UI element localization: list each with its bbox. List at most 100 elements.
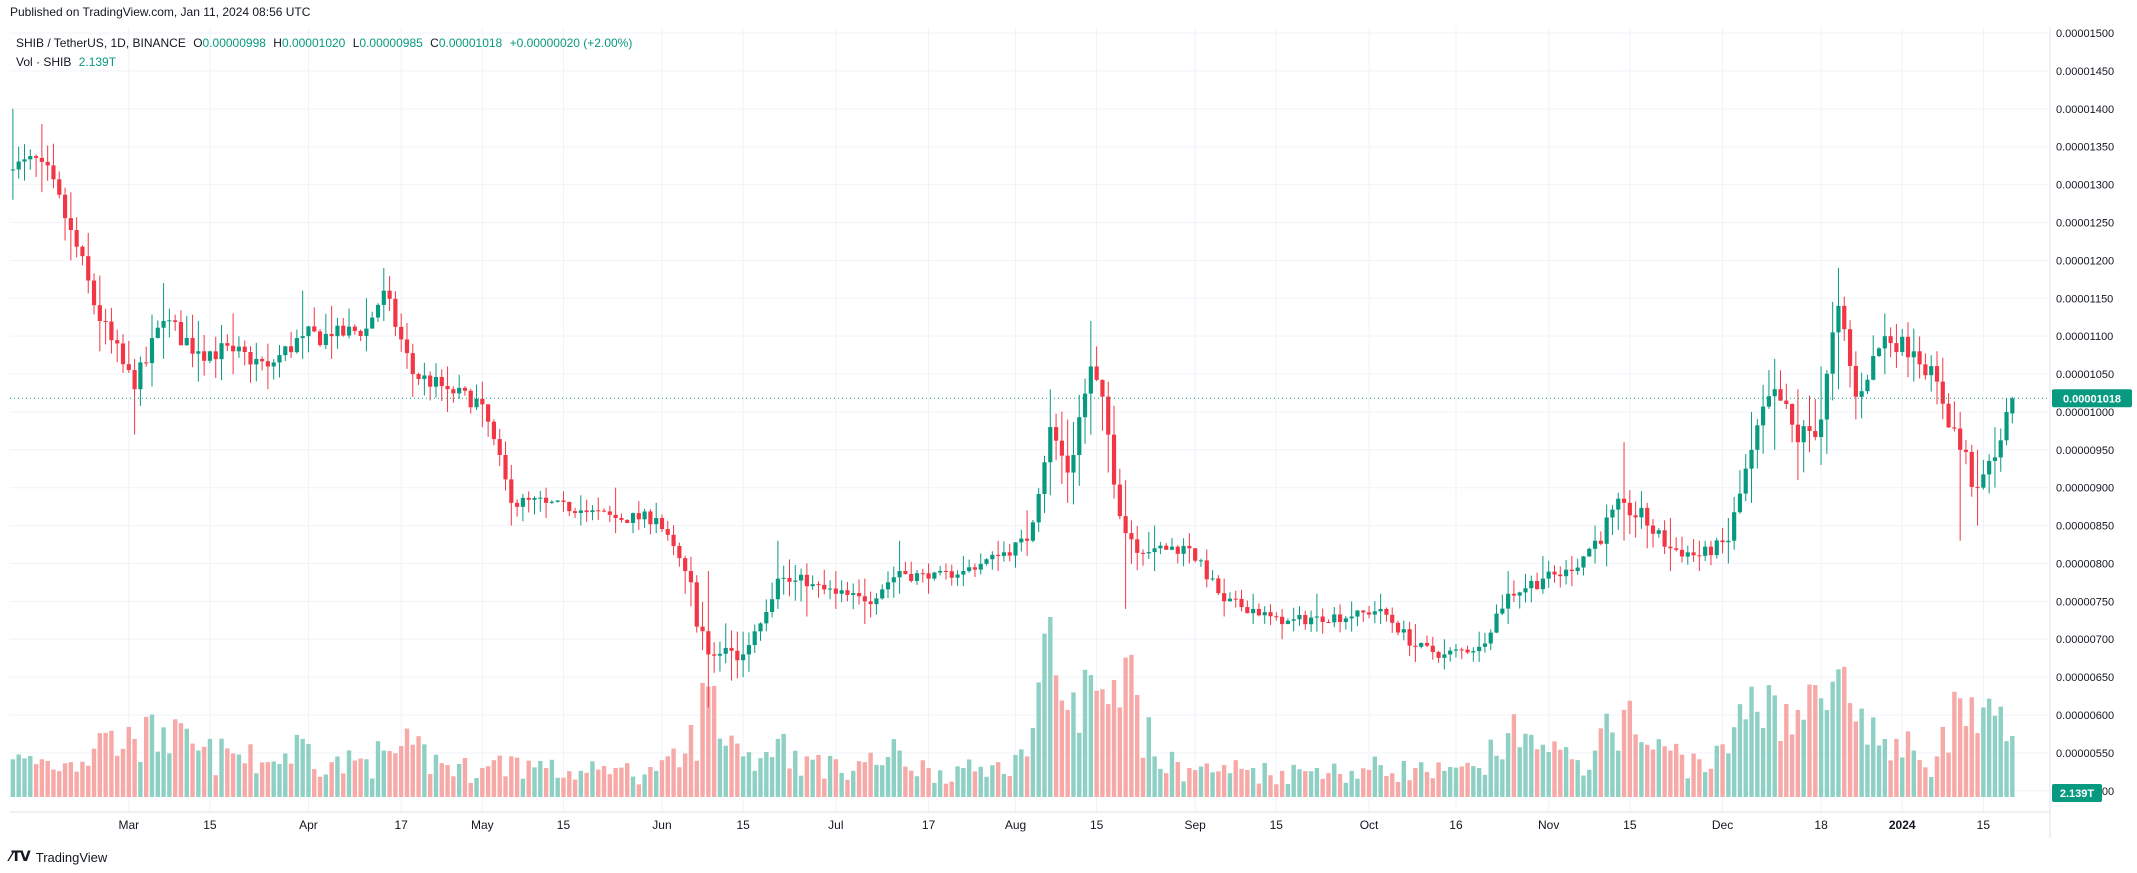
volume-bar: [1633, 734, 1638, 797]
candle-body: [636, 513, 641, 520]
volume-bar: [16, 754, 21, 797]
candle-up: [1575, 558, 1580, 575]
low-label: L: [352, 36, 360, 50]
candle-body: [445, 386, 450, 390]
volume-bar: [1418, 762, 1424, 797]
candle-down: [1923, 353, 1928, 380]
symbol-label[interactable]: SHIB / TetherUS, 1D, BINANCE: [16, 36, 186, 50]
candle-body: [416, 374, 421, 380]
candle-down: [242, 340, 247, 366]
candle-body: [422, 375, 427, 380]
candle-down: [231, 313, 236, 375]
volume-bar: [323, 774, 329, 797]
volume-bar: [914, 776, 920, 797]
candle-body: [86, 256, 91, 281]
candle-body: [1111, 434, 1117, 485]
candle-up: [300, 290, 305, 359]
volume-bar: [143, 716, 149, 797]
candle-body: [856, 593, 862, 597]
candle-body: [1210, 578, 1215, 580]
volume-bar: [1053, 675, 1059, 797]
volume-bar: [1221, 765, 1227, 797]
volume-bar: [358, 758, 363, 797]
volume-bar: [352, 760, 358, 797]
volume-bar: [306, 744, 311, 797]
volume-bar: [1969, 697, 1974, 797]
candle-body: [926, 573, 931, 579]
candle-body: [961, 571, 966, 575]
candle-down: [735, 631, 740, 679]
candle-down: [1395, 620, 1401, 636]
volume-bar: [1024, 756, 1030, 797]
time-axis[interactable]: Mar 15 Apr 17 May 15 Jun 15 Jul 17 Aug 15 Sep 15 Oct 16…: [118, 818, 1990, 832]
volume-bar: [1227, 773, 1233, 797]
volume-bar: [1355, 778, 1360, 797]
candle-down: [1853, 351, 1858, 420]
candle-body: [1917, 351, 1922, 365]
volume-bar: [33, 764, 39, 797]
footer-brand[interactable]: TradingView: [35, 849, 108, 865]
candle-up: [978, 553, 983, 575]
candle-up: [717, 641, 723, 672]
volume-bar: [1117, 707, 1123, 797]
volume-bar: [827, 755, 833, 797]
candle-body: [1824, 373, 1829, 420]
price-axis[interactable]: 0.00001500 0.00001450 0.00001400 0.00001350…: [2056, 28, 2114, 798]
candle-down: [1193, 547, 1198, 563]
price-tick-label: 0.00000700: [2056, 634, 2114, 646]
candle-down: [103, 308, 108, 345]
volume-bar: [682, 753, 688, 797]
candle-body: [433, 376, 439, 387]
candle-down: [120, 334, 126, 373]
candle-body: [1419, 642, 1424, 647]
candle-up: [1042, 455, 1047, 513]
volume-bar: [97, 733, 103, 797]
candle-up: [961, 555, 966, 587]
volume-bar: [1030, 727, 1036, 797]
volume-bar: [416, 736, 421, 797]
volume-bar: [433, 754, 439, 797]
volume-bar: [711, 685, 717, 797]
candle-down: [265, 343, 270, 390]
volume-bar: [543, 767, 549, 797]
volume-bar: [781, 733, 786, 797]
candle-down: [1384, 607, 1389, 622]
candle-body: [827, 588, 833, 590]
volume-bar: [636, 784, 642, 797]
time-tick-label: 18: [1814, 818, 1828, 832]
candle-up: [1563, 559, 1569, 585]
candle-down: [480, 381, 485, 428]
candle-body: [202, 351, 207, 361]
candle-body: [1320, 616, 1325, 622]
candle-body: [1239, 598, 1244, 608]
volume-label[interactable]: Vol · SHIB: [16, 55, 72, 69]
candle-body: [1106, 396, 1111, 435]
volume-bar: [1465, 762, 1470, 797]
volume-bar: [1546, 752, 1551, 797]
volume-bar: [856, 761, 862, 797]
time-tick-label: Aug: [1005, 818, 1026, 832]
volume-bar: [2010, 736, 2015, 797]
candle-down: [856, 579, 862, 605]
candle-body: [1616, 498, 1621, 510]
candle-body: [1152, 548, 1157, 553]
candle-down: [1459, 647, 1464, 660]
volume-bar: [283, 753, 288, 797]
volume-bar: [503, 776, 508, 797]
volume-bar: [1598, 728, 1604, 797]
candle-body: [822, 584, 827, 590]
candle-up: [1824, 370, 1829, 454]
candle-up: [1818, 366, 1824, 465]
volume-bar: [1088, 675, 1094, 797]
volume-bar: [793, 750, 798, 797]
candle-body: [1697, 555, 1702, 557]
volume-bar: [1192, 770, 1198, 797]
volume-bar: [752, 770, 757, 797]
candle-body: [1790, 403, 1795, 425]
candle-down: [213, 336, 218, 379]
candle-body: [1407, 629, 1412, 646]
candle-down: [97, 275, 102, 352]
candle-down: [358, 329, 363, 342]
candle-body: [144, 362, 149, 364]
